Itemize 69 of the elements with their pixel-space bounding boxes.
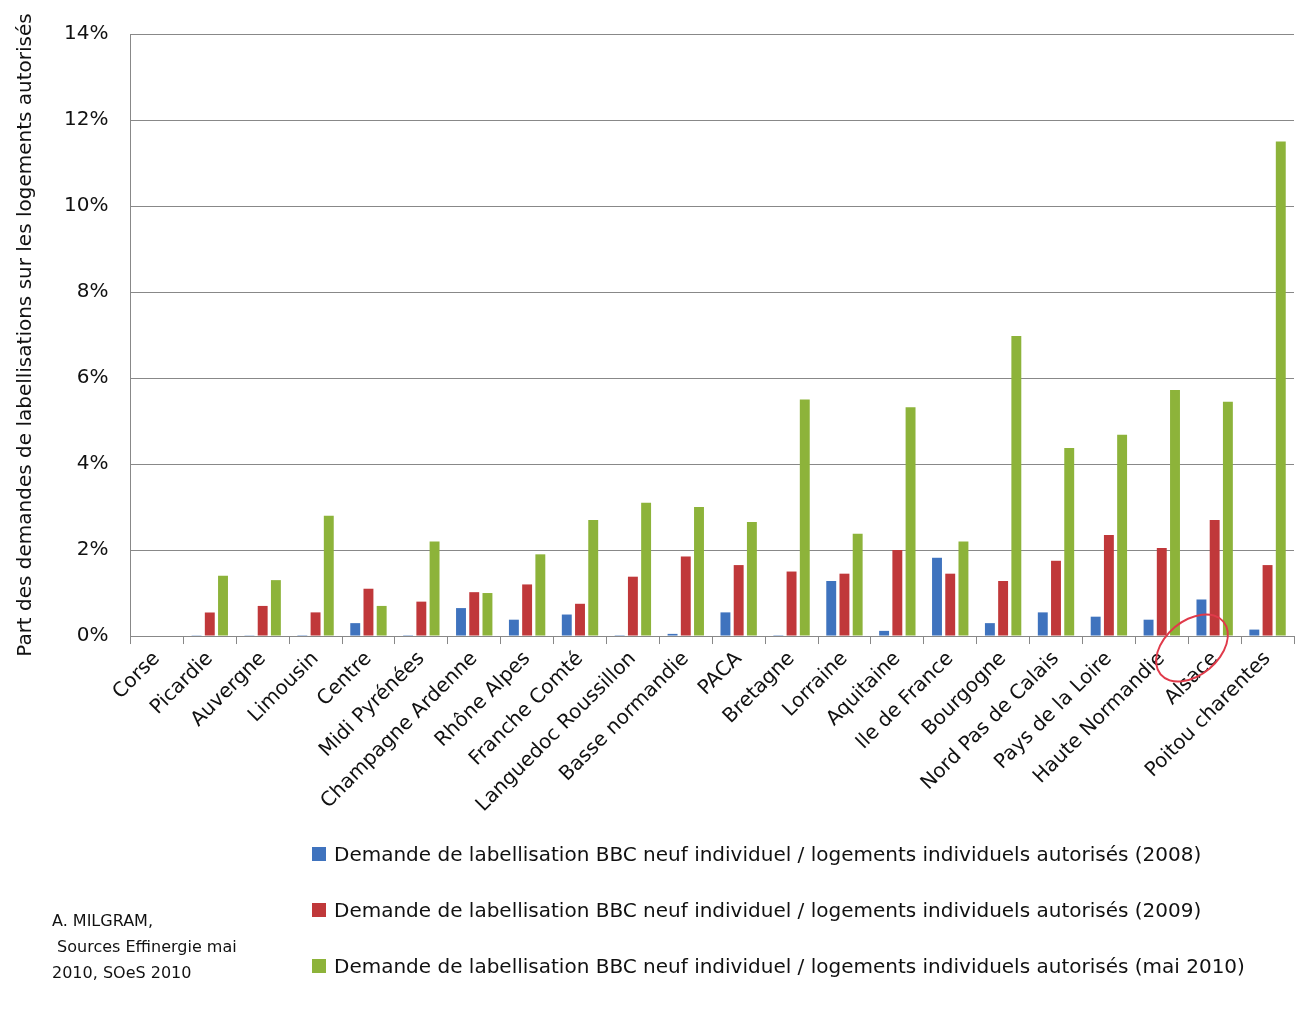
bar <box>1143 619 1154 636</box>
bar <box>1196 599 1207 636</box>
bar <box>1117 434 1128 636</box>
bar <box>892 550 903 636</box>
bar <box>218 575 228 636</box>
text: A. MILGRAM, Sources Effinergie mai 2010, SOeS 2010 <box>52 910 238 984</box>
bar <box>905 407 916 636</box>
bar <box>1170 390 1180 636</box>
bar <box>1222 401 1233 636</box>
bar <box>1209 519 1220 636</box>
bar <box>456 608 466 636</box>
bar <box>680 556 691 636</box>
bar <box>1011 335 1022 636</box>
bar <box>958 541 969 636</box>
bar <box>879 630 890 636</box>
bar <box>535 554 546 636</box>
bar <box>1249 629 1260 636</box>
y-tick-label: 0% <box>76 622 109 647</box>
y-tick-label: 2% <box>76 536 109 561</box>
bar <box>310 612 321 636</box>
bar <box>641 502 652 636</box>
y-tick-label: 8% <box>76 278 109 303</box>
bar <box>323 515 334 636</box>
bar <box>1275 141 1286 636</box>
y-tick-label: 6% <box>76 364 109 389</box>
bar <box>1064 448 1075 636</box>
bar <box>376 605 387 636</box>
bar <box>998 580 1009 636</box>
y-tick-label: 12% <box>64 106 109 131</box>
bar <box>1051 560 1061 636</box>
bar <box>350 623 361 636</box>
bar <box>786 571 797 636</box>
bar <box>627 576 638 636</box>
bar <box>508 619 519 636</box>
y-tick-label: 10% <box>64 192 109 217</box>
y-axis-title: Part des demandes de labellisations sur les logements autorisés <box>12 13 37 657</box>
bar <box>204 612 215 636</box>
bar <box>257 605 268 636</box>
bar <box>416 601 427 636</box>
bar <box>1037 612 1048 636</box>
bar <box>694 507 704 636</box>
bar <box>733 565 744 636</box>
legend-label: Demande de labellisation BBC neuf individuel / logements individuels autorisés (2008) <box>334 841 1202 868</box>
bar <box>469 592 480 636</box>
bar <box>482 593 493 636</box>
bar <box>852 533 863 636</box>
bar <box>826 580 837 636</box>
bar <box>561 614 572 636</box>
legend-label: Demande de labellisation BBC neuf individuel / logements individuels autorisés (2009) <box>334 897 1202 924</box>
bar <box>1103 534 1114 636</box>
bar <box>522 584 533 636</box>
bar <box>932 557 942 636</box>
bar <box>270 580 281 636</box>
bar <box>1262 565 1273 636</box>
bar <box>839 573 850 636</box>
bar <box>720 612 731 636</box>
bar <box>363 588 374 636</box>
bar <box>945 573 956 636</box>
bar <box>1090 616 1101 636</box>
bar <box>1156 547 1167 636</box>
bar <box>984 623 995 636</box>
y-tick-label: 4% <box>76 450 109 475</box>
bar <box>588 519 599 636</box>
y-tick-label: 14% <box>64 20 109 45</box>
bar <box>429 541 440 636</box>
legend-label: Demande de labellisation BBC neuf individuel / logements individuels autorisés (mai 2010) <box>334 953 1245 980</box>
bar <box>575 603 585 636</box>
bar <box>799 399 810 636</box>
bar <box>746 522 757 636</box>
